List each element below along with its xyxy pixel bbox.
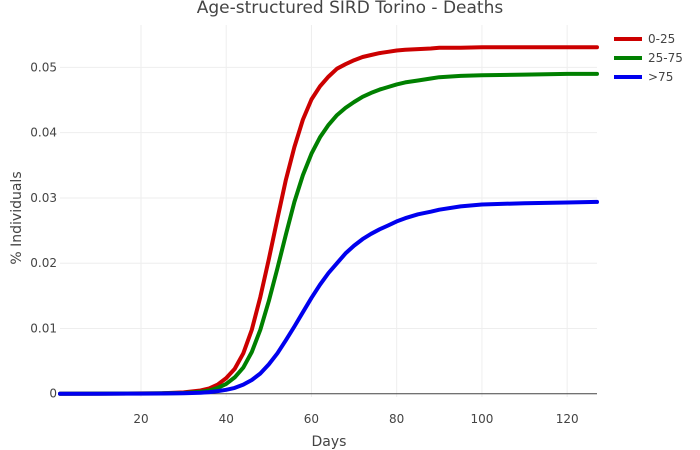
y-tick-label: 0.02 bbox=[30, 256, 57, 270]
chart-title: Age-structured SIRD Torino - Deaths bbox=[197, 0, 504, 18]
legend-label: 0-25 bbox=[648, 32, 675, 46]
legend[interactable]: 0-25 25-75 >75 bbox=[614, 32, 683, 84]
x-tick-label: 100 bbox=[470, 412, 493, 426]
x-axis-ticks: 20 40 60 80 100 120 bbox=[133, 412, 578, 426]
y-axis-label: % Individuals bbox=[9, 171, 25, 264]
legend-label: >75 bbox=[648, 70, 673, 84]
y-tick-label: 0.01 bbox=[30, 321, 57, 335]
y-tick-label: 0.03 bbox=[30, 191, 57, 205]
x-tick-label: 120 bbox=[556, 412, 579, 426]
series-lines bbox=[58, 45, 599, 396]
x-tick-label: 40 bbox=[219, 412, 234, 426]
series-line-0[interactable] bbox=[58, 45, 599, 396]
x-tick-label: 60 bbox=[304, 412, 319, 426]
x-axis-label: Days bbox=[312, 434, 347, 450]
y-tick-label: 0 bbox=[49, 387, 57, 401]
y-tick-label: 0.05 bbox=[30, 60, 57, 74]
y-tick-label: 0.04 bbox=[30, 126, 57, 140]
x-tick-label: 80 bbox=[389, 412, 404, 426]
legend-label: 25-75 bbox=[648, 51, 683, 65]
x-tick-label: 20 bbox=[133, 412, 148, 426]
gridlines bbox=[60, 25, 597, 397]
series-line-2[interactable] bbox=[58, 199, 599, 396]
y-axis-ticks: 0 0.01 0.02 0.03 0.04 0.05 bbox=[30, 60, 57, 400]
